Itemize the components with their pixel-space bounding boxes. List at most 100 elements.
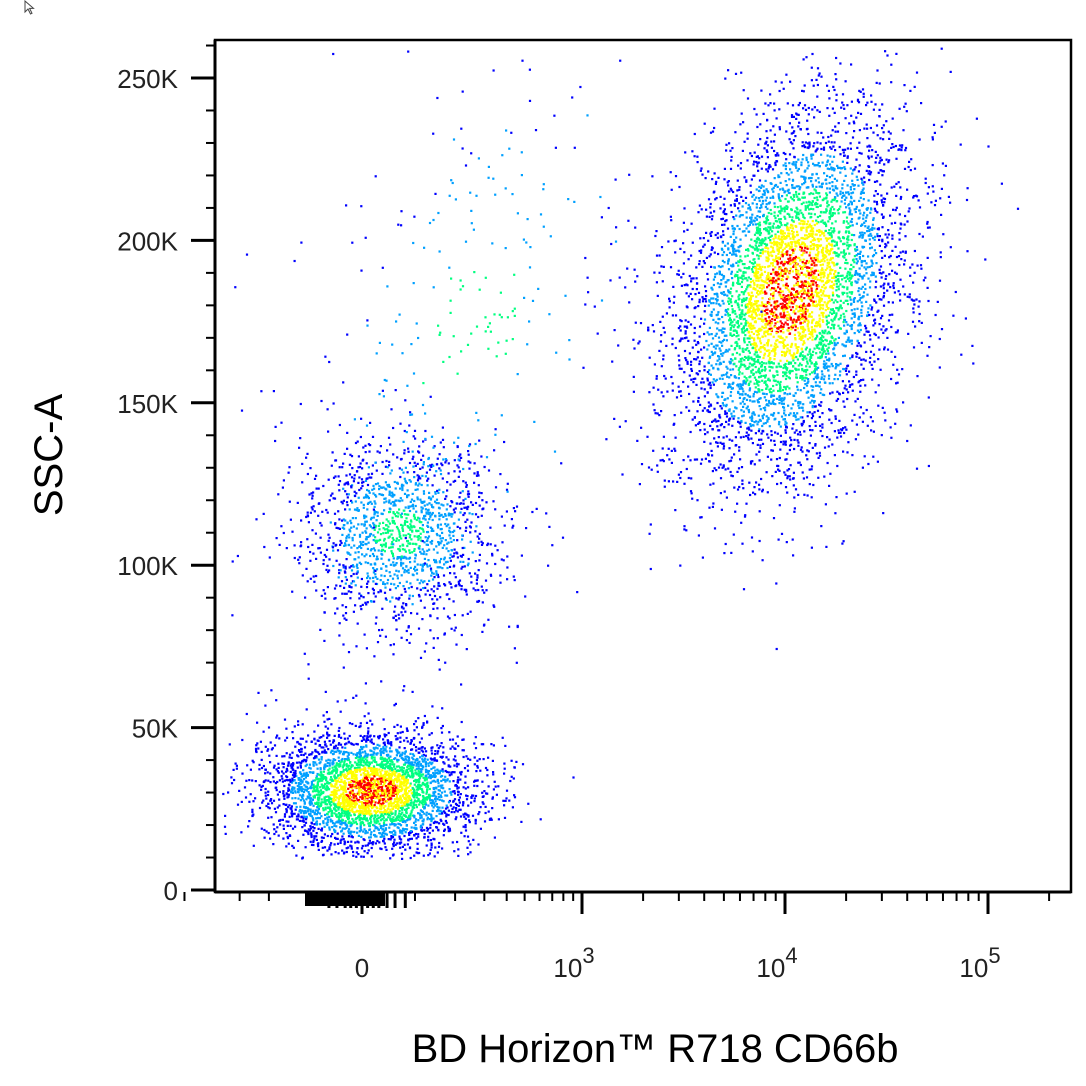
event-dot: [360, 417, 363, 420]
event-dot: [320, 736, 323, 739]
event-dot: [334, 475, 337, 478]
event-dot: [443, 762, 446, 765]
event-dot: [328, 803, 332, 806]
event-dot: [420, 511, 423, 514]
event-dot: [416, 612, 419, 615]
event-dot: [451, 513, 454, 516]
event-dot: [358, 807, 362, 810]
event-dot: [345, 774, 348, 777]
event-dot: [343, 617, 346, 620]
event-dot: [389, 508, 392, 511]
event-dot: [273, 828, 276, 831]
event-dot: [404, 399, 407, 402]
event-dot: [418, 751, 421, 754]
event-dot: [344, 768, 347, 771]
event-dot: [293, 771, 297, 774]
event-dot: [349, 761, 352, 764]
event-dot: [395, 798, 398, 801]
event-dot: [410, 748, 413, 751]
event-dot: [391, 773, 394, 776]
event-dot: [258, 806, 262, 810]
event-dot: [439, 775, 443, 778]
event-dot: [435, 759, 439, 762]
event-dot: [362, 540, 365, 544]
event-dot: [438, 467, 441, 470]
event-dot: [286, 837, 290, 840]
event-dot: [363, 516, 366, 520]
event-dot: [394, 818, 397, 821]
event-dot: [407, 818, 410, 821]
event-dot: [307, 677, 310, 680]
event-dot: [410, 811, 413, 814]
event-dot: [358, 465, 362, 469]
event-dot: [422, 753, 425, 756]
event-dot: [311, 543, 314, 546]
event-dot: [315, 813, 318, 816]
event-dot: [443, 583, 446, 586]
event-dot: [365, 817, 368, 820]
event-dot: [317, 780, 320, 783]
event-dot: [358, 597, 361, 600]
event-dot: [462, 825, 465, 828]
event-dot: [382, 742, 385, 745]
event-dot: [376, 752, 379, 755]
event-dot: [392, 564, 395, 567]
event-dot: [438, 789, 441, 792]
event-dot: [457, 848, 460, 851]
event-dot: [383, 574, 386, 578]
event-dot: [309, 794, 312, 797]
event-dot: [456, 502, 459, 505]
event-dot: [359, 782, 362, 785]
event-dot: [328, 798, 331, 801]
event-dot: [361, 768, 364, 771]
event-dot: [404, 550, 407, 553]
event-dot: [344, 542, 347, 545]
event-dot: [355, 572, 358, 575]
event-dot: [487, 469, 491, 472]
event-dot: [323, 833, 326, 836]
event-dot: [350, 582, 353, 585]
event-dot: [441, 847, 444, 850]
event-dot: [348, 820, 351, 823]
event-dot: [375, 469, 378, 472]
event-dot: [419, 763, 422, 766]
event-dot: [401, 776, 404, 779]
event-dot: [437, 526, 440, 529]
event-dot: [350, 845, 353, 848]
event-dot: [272, 799, 276, 802]
event-dot: [388, 789, 391, 792]
event-dot: [338, 572, 341, 575]
event-dot: [388, 773, 392, 776]
event-dot: [396, 760, 399, 763]
event-dot: [317, 739, 320, 742]
event-dot: [396, 803, 399, 806]
event-dot: [413, 792, 416, 795]
event-dot: [420, 774, 423, 778]
event-dot: [458, 579, 462, 582]
event-dot: [310, 843, 314, 846]
event-dot: [316, 784, 319, 787]
event-dot: [447, 472, 450, 475]
event-dot: [424, 429, 427, 433]
event-dot: [354, 724, 357, 727]
event-dot: [356, 817, 359, 820]
event-dot: [381, 789, 384, 792]
event-dot: [393, 800, 396, 803]
event-dot: [474, 794, 478, 798]
event-dot: [452, 480, 455, 483]
event-dot: [337, 729, 340, 732]
event-dot: [359, 796, 362, 799]
event-dot: [454, 507, 457, 510]
event-dot: [399, 813, 402, 816]
event-dot: [337, 763, 341, 766]
event-dot: [412, 507, 415, 510]
event-dot: [390, 804, 393, 807]
event-dot: [392, 791, 395, 794]
event-dot: [379, 814, 382, 817]
event-dot: [371, 773, 374, 776]
event-dot: [291, 764, 295, 767]
event-dot: [396, 784, 399, 787]
event-dot: [338, 726, 341, 730]
event-dot: [383, 777, 386, 780]
event-dot: [394, 805, 397, 808]
